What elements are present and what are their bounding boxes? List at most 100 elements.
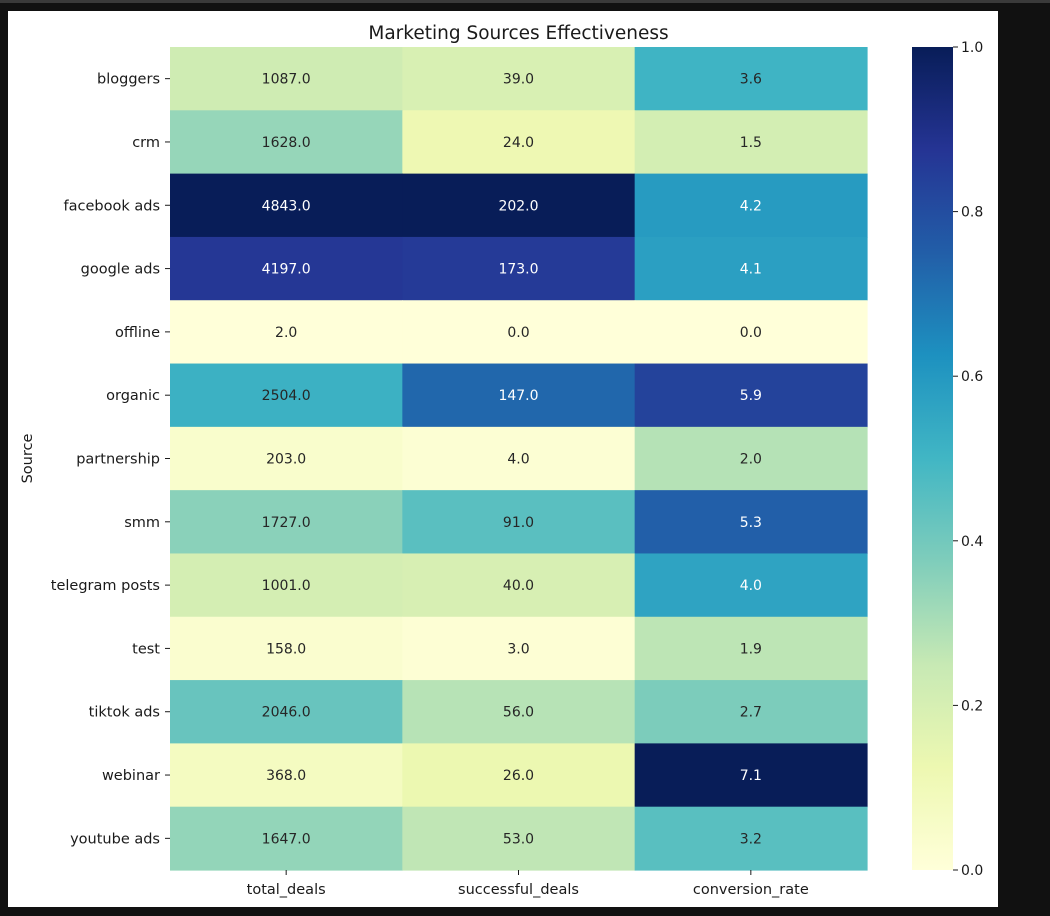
heatmap-cell	[402, 490, 636, 555]
cell-value-label: 2504.0	[262, 388, 311, 404]
y-axis-ticks: bloggers crm facebook ads google ads offline…	[51, 72, 170, 847]
cell-value-label: 4.1	[740, 262, 762, 278]
heatmap-cell	[170, 363, 403, 428]
colorbar-tick-label: 0.6	[961, 369, 983, 385]
heatmap-cell	[170, 47, 403, 111]
x-tick-label: successful_deals	[458, 882, 579, 898]
cell-value-label: 0.0	[507, 325, 529, 341]
y-tick-label: google ads	[81, 262, 160, 278]
y-tick-label: partnership	[76, 452, 160, 468]
heatmap-cell	[634, 616, 868, 681]
heatmap-cell	[402, 743, 636, 808]
heatmap-cell	[402, 680, 636, 744]
heatmap-cell	[634, 236, 868, 301]
cell-value-label: 202.0	[498, 198, 538, 214]
y-tick-label: organic	[106, 388, 160, 404]
y-tick-label: webinar	[102, 768, 160, 784]
heatmap-cell	[402, 806, 636, 871]
cell-value-label: 3.6	[740, 72, 762, 88]
heatmap-cell	[170, 806, 403, 871]
cell-value-label: 2046.0	[262, 705, 311, 721]
heatmap-cell	[634, 110, 868, 175]
y-tick-label: test	[132, 641, 160, 657]
heatmap-cell	[170, 490, 403, 555]
cell-value-label: 53.0	[503, 831, 534, 847]
heatmap-cell	[634, 426, 868, 491]
y-tick-label: bloggers	[97, 72, 160, 88]
cell-value-label: 1001.0	[262, 578, 311, 594]
heatmap-cell	[634, 743, 868, 808]
cell-value-label: 1628.0	[262, 135, 311, 151]
colorbar-tick-label: 1.0	[961, 40, 983, 56]
heatmap-cell	[170, 426, 403, 491]
cell-value-label: 40.0	[503, 578, 534, 594]
cell-value-label: 158.0	[266, 641, 306, 657]
cell-value-label: 24.0	[503, 135, 534, 151]
cell-value-label: 4.0	[740, 578, 762, 594]
heatmap-cell	[634, 806, 868, 871]
x-tick-label: total_deals	[247, 882, 326, 898]
y-tick-label: youtube ads	[70, 831, 160, 847]
heatmap-cells	[170, 47, 868, 871]
heatmap-cell	[402, 363, 636, 428]
chart-title: Marketing Sources Effectiveness	[368, 23, 668, 44]
cell-value-label: 1727.0	[262, 515, 311, 531]
y-axis-label: Source	[20, 434, 36, 484]
cell-value-label: 2.7	[740, 705, 762, 721]
heatmap-cell	[634, 680, 868, 744]
cell-value-label: 1087.0	[262, 72, 311, 88]
cell-value-label: 4197.0	[262, 262, 311, 278]
x-tick-label: conversion_rate	[693, 882, 809, 898]
heatmap-cell	[634, 490, 868, 555]
colorbar	[912, 47, 953, 870]
cell-value-label: 4.2	[740, 198, 762, 214]
heatmap-value-labels: 1087.0 39.0 3.6 1628.0 24.0 1.5 4843.0 202.0 4.2…	[262, 72, 762, 848]
cell-value-label: 7.1	[740, 768, 762, 784]
heatmap-cell	[170, 616, 403, 681]
cell-value-label: 4843.0	[262, 198, 311, 214]
heatmap-cell	[170, 680, 403, 744]
y-tick-label: tiktok ads	[89, 705, 160, 721]
heatmap-cell	[634, 300, 868, 365]
heatmap-cell	[402, 110, 636, 175]
y-tick-label: telegram posts	[51, 578, 160, 594]
x-axis-ticks: total_deals successful_deals conversion_ra…	[247, 870, 809, 898]
cell-value-label: 2.0	[275, 325, 297, 341]
heatmap-cell	[402, 47, 636, 111]
heatmap-cell	[402, 236, 636, 301]
heatmap-cell	[170, 300, 403, 365]
colorbar-tick-label: 0.0	[961, 863, 983, 879]
y-tick-label: facebook ads	[64, 198, 160, 214]
heatmap-cell	[634, 363, 868, 428]
cell-value-label: 147.0	[498, 388, 538, 404]
heatmap-cell	[170, 110, 403, 175]
heatmap-cell	[634, 47, 868, 111]
cell-value-label: 368.0	[266, 768, 306, 784]
heatmap-cell	[634, 553, 868, 618]
cell-value-label: 1.5	[740, 135, 762, 151]
colorbar-tick-label: 0.8	[961, 205, 983, 221]
y-tick-label: smm	[124, 515, 160, 531]
cell-value-label: 3.0	[507, 641, 529, 657]
heatmap-cell	[170, 173, 403, 238]
cell-value-label: 2.0	[740, 452, 762, 468]
cell-value-label: 0.0	[740, 325, 762, 341]
cell-value-label: 5.9	[740, 388, 762, 404]
heatmap-cell	[634, 173, 868, 238]
heatmap-cell	[402, 173, 636, 238]
colorbar-ticks: 0.0 0.2 0.4 0.6 0.8 1.0	[953, 40, 983, 879]
cell-value-label: 26.0	[503, 768, 534, 784]
cell-value-label: 173.0	[498, 262, 538, 278]
cell-value-label: 56.0	[503, 705, 534, 721]
cell-value-label: 203.0	[266, 452, 306, 468]
colorbar-tick-label: 0.4	[961, 534, 983, 550]
cell-value-label: 1.9	[740, 641, 762, 657]
heatmap-cell	[170, 743, 403, 808]
heatmap-cell	[402, 426, 636, 491]
y-tick-label: offline	[115, 325, 160, 341]
heatmap-cell	[170, 236, 403, 301]
heatmap-cell	[402, 300, 636, 365]
cell-value-label: 91.0	[503, 515, 534, 531]
cell-value-label: 4.0	[507, 452, 529, 468]
